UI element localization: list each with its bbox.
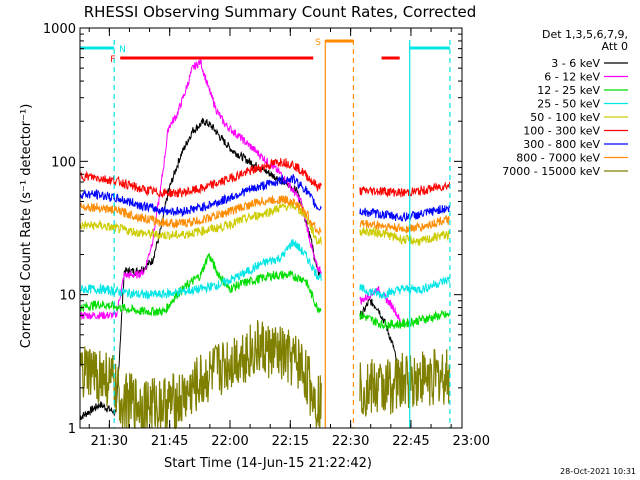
legend-label-8: 800 - 7000 keV bbox=[516, 152, 600, 165]
series-line-6 bbox=[79, 158, 451, 198]
x-tick-label-2: 21:45 bbox=[151, 434, 188, 449]
series-line-2 bbox=[79, 58, 402, 326]
series-line-8 bbox=[79, 195, 450, 236]
series-line-4 bbox=[79, 238, 451, 301]
legend-label-3: 12 - 25 keV bbox=[537, 84, 600, 97]
y-tick-label-2: 10 bbox=[59, 289, 76, 304]
y-tick-label-3: 100 bbox=[51, 155, 76, 170]
flag-label-s: S bbox=[315, 38, 321, 48]
chart-title: RHESSI Observing Summary Count Rates, Co… bbox=[84, 3, 477, 21]
series-line-5 bbox=[79, 200, 451, 246]
legend-label-4: 25 - 50 keV bbox=[537, 98, 600, 111]
footer-date: 28-Oct-2021 10:31 bbox=[560, 467, 636, 476]
flag-label-f: F bbox=[110, 55, 115, 65]
legend-label-9: 7000 - 15000 keV bbox=[502, 165, 600, 178]
x-tick-label-6: 22:45 bbox=[392, 434, 429, 449]
y-axis-label: Corrected Count Rate (s⁻¹ detector⁻¹) bbox=[19, 104, 34, 349]
legend-label-6: 100 - 300 keV bbox=[523, 125, 600, 138]
legend-header-line2: Att 0 bbox=[602, 40, 628, 53]
legend-label-2: 6 - 12 keV bbox=[544, 71, 600, 84]
legend-label-1: 3 - 6 keV bbox=[551, 57, 600, 70]
series-line-3 bbox=[79, 253, 451, 330]
plot-area: NF S bbox=[79, 38, 451, 430]
legend-label-5: 50 - 100 keV bbox=[530, 111, 600, 124]
x-tick-label-5: 22:30 bbox=[332, 434, 369, 449]
x-tick-label-7: 23:00 bbox=[453, 434, 490, 449]
x-tick-label-1: 21:30 bbox=[91, 434, 128, 449]
flag-label-n: N bbox=[119, 45, 126, 55]
plot-frame bbox=[79, 27, 463, 429]
legend-label-7: 300 - 800 keV bbox=[523, 138, 600, 151]
legend-header-line1: Det 1,3,5,6,7,9, bbox=[542, 28, 628, 41]
series-line-7 bbox=[80, 174, 451, 222]
series-line-9 bbox=[79, 319, 451, 430]
x-axis-label: Start Time (14-Jun-15 21:22:42) bbox=[164, 456, 372, 471]
axes: 1 10 100 1000 21:30 21:45 22:00 22:15 22:30 22:45… bbox=[43, 22, 490, 449]
x-tick-label-4: 22:15 bbox=[272, 434, 309, 449]
x-tick-label-3: 22:00 bbox=[211, 434, 248, 449]
y-tick-label-1: 1 bbox=[68, 422, 76, 437]
y-tick-label-4: 1000 bbox=[43, 22, 76, 37]
